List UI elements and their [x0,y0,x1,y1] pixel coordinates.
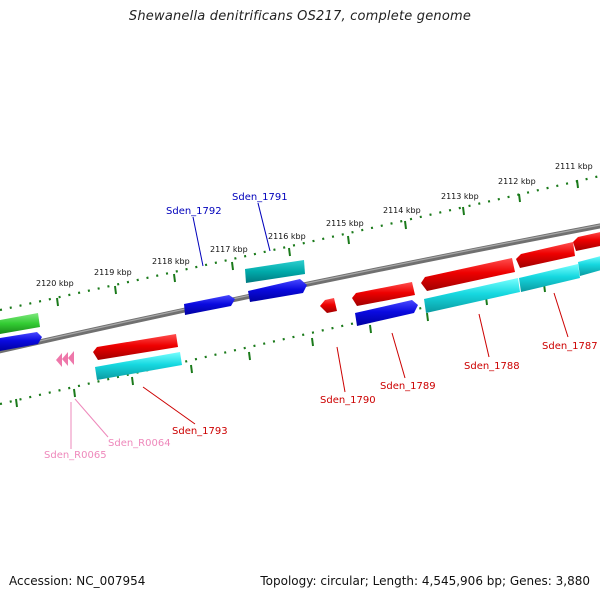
gene-feature-red[interactable] [516,242,575,268]
gene-feature-teal[interactable] [245,260,305,283]
gene-feature-cyan[interactable] [578,255,600,276]
scale-labels: 2111 kbp 2112 kbp 2113 kbp 2114 kbp 2115… [36,162,593,288]
gene-feature-cyan[interactable] [424,278,520,313]
gene-feature-blue[interactable] [248,279,307,302]
gene-feature-blue[interactable] [355,300,418,326]
map-title: Shewanella denitrificans OS217, complete… [128,9,472,24]
gene-label-sden-r0065[interactable]: Sden_R0065 [44,450,107,461]
scale-label: 2116 kbp [268,232,306,241]
genome-summary-text: Topology: circular; Length: 4,545,906 bp… [260,574,590,588]
scale-label: 2119 kbp [94,268,132,277]
gene-label-sden-1787[interactable]: Sden_1787 [542,341,598,352]
gene-feature-red[interactable] [421,258,515,291]
gene-feature-red[interactable] [573,231,600,251]
label-leaders [70,202,569,449]
gene-feature-green[interactable] [0,313,40,334]
gene-feature-red[interactable] [93,334,178,360]
scale-label: 2114 kbp [383,206,421,215]
gene-label-sden-1792[interactable]: Sden_1792 [166,206,222,217]
accession-text: Accession: NC_007954 [9,574,146,588]
gene-label-sden-1790[interactable]: Sden_1790 [320,395,376,406]
gene-labels: Sden_1791 Sden_1792 Sden_1787 Sden_1788 … [44,192,598,461]
scale-label: 2113 kbp [441,192,479,201]
scale-label: 2111 kbp [555,162,593,171]
scale-label: 2118 kbp [152,257,190,266]
gene-feature-blue[interactable] [184,295,235,315]
gene-label-sden-1788[interactable]: Sden_1788 [464,361,520,372]
gene-feature-red[interactable] [320,298,337,313]
gene-label-sden-1789[interactable]: Sden_1789 [380,381,436,392]
scale-label: 2120 kbp [36,279,74,288]
trna-features[interactable] [56,351,74,367]
scale-label: 2112 kbp [498,177,536,186]
scale-label: 2115 kbp [326,219,364,228]
gene-feature-blue[interactable] [0,332,42,351]
scale-label: 2117 kbp [210,245,248,254]
gene-feature-cyan[interactable] [519,264,580,292]
gene-label-sden-1791[interactable]: Sden_1791 [232,192,288,203]
gene-label-sden-r0064[interactable]: Sden_R0064 [108,438,171,449]
scale-ticks-upper [56,179,579,307]
gene-feature-cyan[interactable] [95,352,182,380]
gene-feature-red[interactable] [352,282,415,306]
gene-label-sden-1793[interactable]: Sden_1793 [172,426,228,437]
